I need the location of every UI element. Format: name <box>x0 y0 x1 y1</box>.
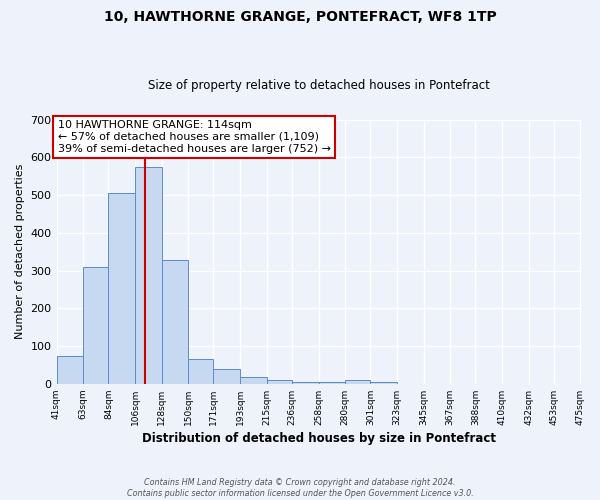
Title: Size of property relative to detached houses in Pontefract: Size of property relative to detached ho… <box>148 79 490 92</box>
Bar <box>370 382 397 384</box>
Bar <box>56 356 83 384</box>
X-axis label: Distribution of detached houses by size in Pontefract: Distribution of detached houses by size … <box>142 432 496 445</box>
Bar <box>109 193 135 384</box>
Text: 10 HAWTHORNE GRANGE: 114sqm
← 57% of detached houses are smaller (1,109)
39% of : 10 HAWTHORNE GRANGE: 114sqm ← 57% of det… <box>58 120 331 154</box>
Bar <box>292 382 319 384</box>
Bar <box>188 360 214 384</box>
Bar <box>161 260 188 384</box>
Bar <box>266 380 292 384</box>
Text: Contains HM Land Registry data © Crown copyright and database right 2024.
Contai: Contains HM Land Registry data © Crown c… <box>127 478 473 498</box>
Bar <box>214 370 240 384</box>
Text: 10, HAWTHORNE GRANGE, PONTEFRACT, WF8 1TP: 10, HAWTHORNE GRANGE, PONTEFRACT, WF8 1T… <box>104 10 496 24</box>
Bar <box>240 377 266 384</box>
Bar <box>135 166 161 384</box>
Bar <box>83 267 109 384</box>
Y-axis label: Number of detached properties: Number of detached properties <box>15 164 25 340</box>
Bar <box>345 380 370 384</box>
Bar <box>319 382 345 384</box>
